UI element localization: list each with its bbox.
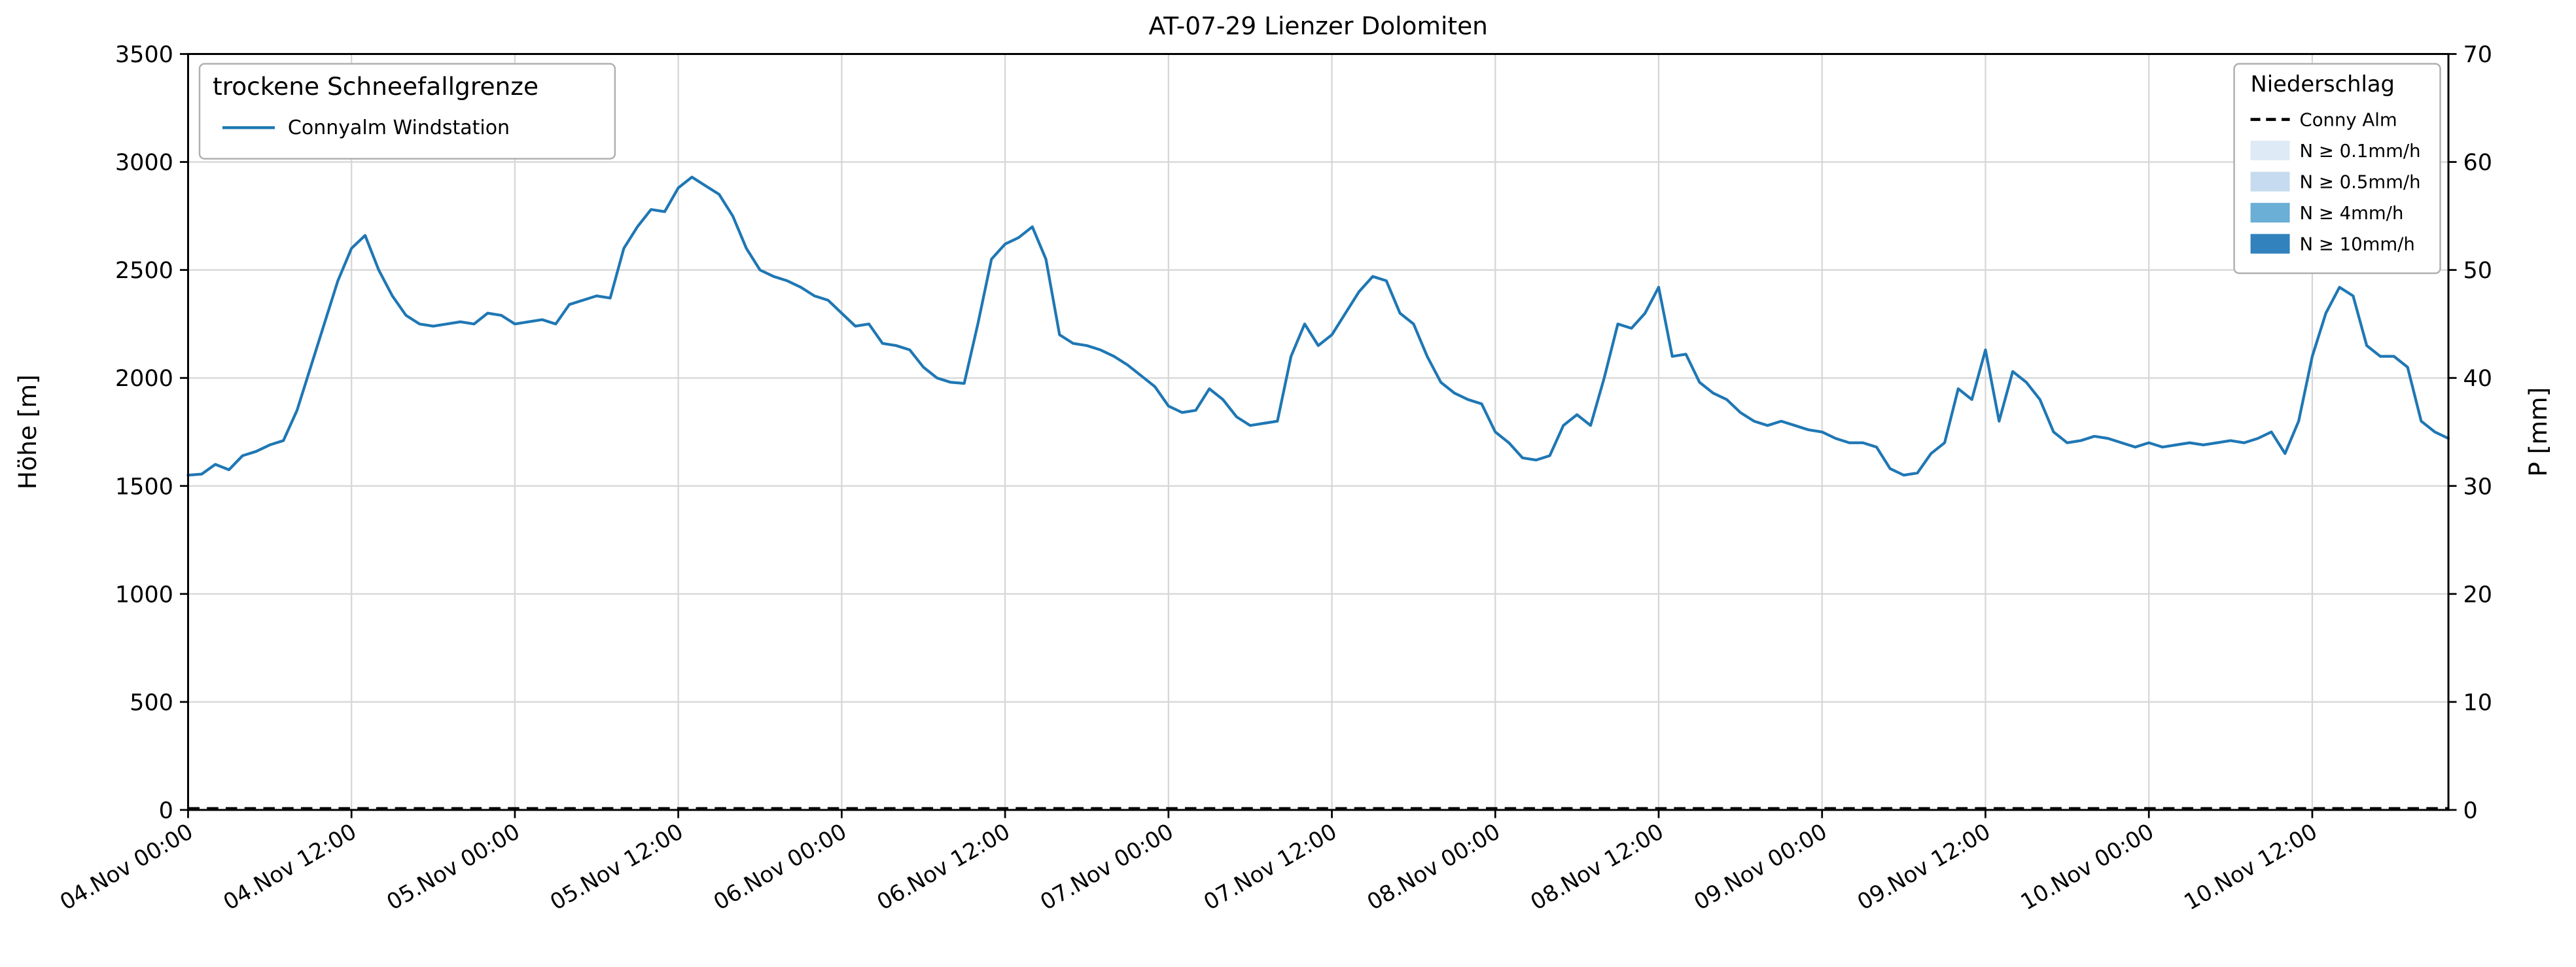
x-tick-label: 07.Nov 00:00 (1036, 818, 1178, 915)
precip-swatch-10-label: N ≥ 10mm/h (2300, 234, 2415, 255)
legend-snowline: trockene Schneefallgrenze Connyalm Winds… (198, 63, 616, 160)
y-right-tick-label: 60 (2463, 150, 2493, 176)
legend-snowline-title: trockene Schneefallgrenze (213, 72, 538, 101)
x-tick-label: 06.Nov 12:00 (873, 818, 1015, 915)
x-tick-label: 09.Nov 00:00 (1689, 818, 1831, 915)
snowline-series-path (186, 175, 2450, 477)
y-left-tick-label: 2000 (115, 366, 173, 392)
legend-precip-title: Niederschlag (2251, 71, 2395, 97)
y-left-tick-label: 500 (130, 690, 173, 716)
x-tick-label: 10.Nov 00:00 (2017, 818, 2159, 915)
legend-precip-entry-label: Conny Alm (2300, 110, 2397, 131)
precip-swatch-4-label: N ≥ 4mm/h (2300, 203, 2404, 224)
x-tick-label: 08.Nov 12:00 (1526, 818, 1668, 915)
plot-border (186, 53, 2450, 811)
x-tick-label: 04.Nov 12:00 (219, 818, 361, 915)
y-right-tick-label: 30 (2463, 474, 2493, 500)
y-left-tick-label: 1500 (115, 474, 173, 500)
y-right-tick-label: 70 (2463, 42, 2493, 68)
x-tick-label: 08.Nov 00:00 (1363, 818, 1505, 915)
y-left-tick-label: 1000 (115, 582, 173, 608)
y-axis-label-left: Höhe [m] (13, 374, 42, 489)
y-right-tick-label: 40 (2463, 366, 2493, 392)
legend-snowline-entry-label: Connyalm Windstation (288, 116, 510, 139)
legend-snowline-box (198, 63, 616, 160)
y-left-tick-label: 3500 (115, 42, 173, 68)
y-left-tick-label: 2500 (115, 258, 173, 284)
x-tick-label: 04.Nov 00:00 (56, 818, 198, 915)
y-right-tick-label: 0 (2463, 798, 2478, 824)
x-tick-label: 06.Nov 00:00 (709, 818, 851, 915)
y-left-tick-label: 0 (159, 798, 173, 824)
grid-layer (187, 53, 2449, 811)
tick-layer: 04.Nov 00:00 04.Nov 12:00 05.Nov 00:00 05.N… (56, 42, 2492, 915)
y-right-tick-label: 10 (2463, 690, 2493, 716)
chart-title: AT-07-29 Lienzer Dolomiten (1149, 12, 1488, 41)
x-tick-label: 05.Nov 12:00 (546, 818, 688, 915)
data-layer (186, 175, 2450, 810)
y-axis-label-right: P [mm] (2524, 387, 2552, 477)
x-tick-label: 05.Nov 00:00 (382, 818, 524, 915)
x-tick-label: 07.Nov 12:00 (1199, 818, 1341, 915)
precip-swatch-05-label: N ≥ 0.5mm/h (2300, 172, 2421, 193)
precip-swatch-4 (2250, 203, 2290, 223)
precip-swatch-05 (2250, 171, 2290, 192)
y-left-tick-label: 3000 (115, 150, 173, 176)
precip-swatch-10 (2250, 234, 2290, 254)
precip-swatch-01 (2250, 141, 2290, 161)
legend-precip: Niederschlag Conny Alm N ≥ 0.1mm/h N ≥ 0… (2233, 63, 2441, 274)
y-right-tick-label: 20 (2463, 582, 2493, 608)
x-tick-label: 09.Nov 12:00 (1853, 818, 1995, 915)
precip-swatch-01-label: N ≥ 0.1mm/h (2300, 141, 2421, 162)
y-right-tick-label: 50 (2463, 258, 2493, 284)
x-tick-label: 10.Nov 12:00 (2179, 818, 2321, 915)
